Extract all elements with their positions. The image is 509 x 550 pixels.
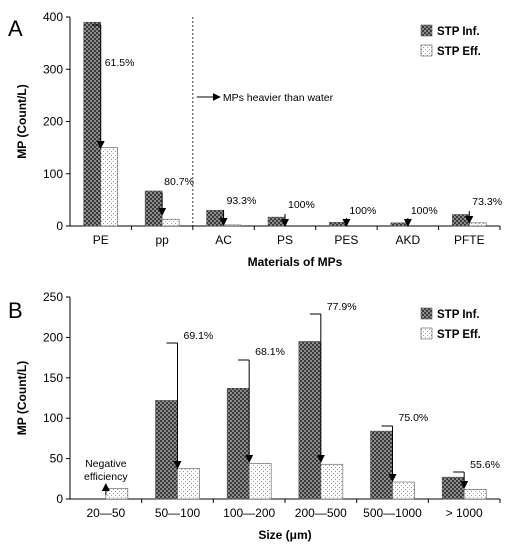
x-tick-label: PE xyxy=(93,233,109,247)
efficiency-label: 100% xyxy=(349,205,376,217)
x-axis-label: Materials of MPs xyxy=(248,255,343,269)
y-tick-label: 100 xyxy=(43,167,63,181)
bar-inf-5 xyxy=(441,476,465,500)
bar-eff-2 xyxy=(248,463,272,500)
x-tick-label: 500—1000 xyxy=(363,506,422,520)
efficiency-label: 100% xyxy=(288,199,315,211)
bar-inf-1 xyxy=(144,190,163,227)
efficiency-label: 75.0% xyxy=(399,412,429,424)
y-tick-label: 200 xyxy=(43,115,63,129)
x-tick-label: 20—50 xyxy=(86,506,125,520)
legend-swatch-1 xyxy=(420,44,433,57)
efficiency-label: 77.9% xyxy=(327,301,357,313)
y-tick-label: 100 xyxy=(43,411,63,425)
bar-inf-1 xyxy=(155,400,178,500)
x-tick-label: > 1000 xyxy=(446,506,483,520)
panel-label: B xyxy=(8,298,23,323)
bar-inf-2 xyxy=(206,210,224,227)
legend-label-1: STP Eff. xyxy=(437,46,481,58)
y-axis-label: MP (Count/L) xyxy=(15,361,29,435)
bar-eff-1 xyxy=(161,218,180,227)
y-axis-label: MP (Count/L) xyxy=(15,84,29,158)
bar-inf-2 xyxy=(226,388,250,500)
y-tick-label: 50 xyxy=(50,452,64,466)
y-tick-label: 0 xyxy=(56,492,63,506)
bar-eff-4 xyxy=(392,481,415,500)
efficiency-label: 68.1% xyxy=(255,346,285,358)
bar-eff-0 xyxy=(100,147,119,227)
bar-eff-5 xyxy=(463,489,487,500)
x-tick-label: pp xyxy=(155,233,169,247)
bar-inf-5 xyxy=(390,222,409,227)
bar-inf-0 xyxy=(83,21,102,227)
bar-inf-6 xyxy=(451,214,470,227)
efficiency-label: 93.3% xyxy=(227,195,257,207)
x-tick-label: PES xyxy=(334,233,358,247)
chart-panel-A: A 0 100 200 300 400 MP (Count/L) Materials of M… xyxy=(8,10,502,269)
bar-inf-3 xyxy=(298,341,322,500)
legend-label-0: STP Inf. xyxy=(437,26,480,38)
x-tick-label: 50—100 xyxy=(155,506,201,520)
efficiency-label: 55.6% xyxy=(470,459,500,471)
bar-inf-4 xyxy=(329,222,347,227)
efficiency-label: 69.1% xyxy=(184,330,214,342)
x-axis-label: Size (μm) xyxy=(258,528,311,542)
legend-swatch-1 xyxy=(420,327,433,340)
efficiency-label: 100% xyxy=(411,205,438,217)
y-tick-label: 300 xyxy=(43,62,63,76)
x-tick-label: PS xyxy=(277,233,293,247)
y-tick-label: 400 xyxy=(43,10,63,24)
efficiency-label-line: Negative xyxy=(85,458,127,470)
bar-inf-4 xyxy=(370,430,393,500)
legend-label-0: STP Inf. xyxy=(437,309,480,321)
efficiency-label: 80.7% xyxy=(164,176,194,188)
bar-inf-3 xyxy=(267,216,286,227)
y-tick-label: 250 xyxy=(43,290,63,304)
bar-eff-1 xyxy=(177,467,200,500)
bar-eff-3 xyxy=(320,463,344,500)
x-tick-label: AKD xyxy=(396,233,421,247)
divider-note: MPs heavier than water xyxy=(223,92,334,104)
efficiency-label: 73.3% xyxy=(472,196,502,208)
bar-eff-6 xyxy=(468,222,487,227)
panel-label: A xyxy=(8,16,23,41)
chart-panel-B: B 0 50 100 150 200 250 MP (Count/L) Size (μm) 20—… xyxy=(8,290,501,542)
y-tick-label: 0 xyxy=(56,219,63,233)
bar-eff-0 xyxy=(105,488,129,500)
y-tick-label: 200 xyxy=(43,330,63,344)
bar-eff-2 xyxy=(223,224,241,227)
x-tick-label: 100—200 xyxy=(223,506,275,520)
x-tick-label: 200—500 xyxy=(295,506,347,520)
efficiency-label-line: efficiency xyxy=(84,471,128,483)
x-tick-label: AC xyxy=(215,233,232,247)
y-tick-label: 150 xyxy=(43,371,63,385)
efficiency-label: Negative efficiency xyxy=(84,458,128,483)
x-tick-label: PFTE xyxy=(454,233,485,247)
legend-label-1: STP Eff. xyxy=(437,329,481,341)
legend-swatch-0 xyxy=(420,307,433,320)
legend-swatch-0 xyxy=(420,24,433,37)
efficiency-label: 61.5% xyxy=(105,57,135,69)
